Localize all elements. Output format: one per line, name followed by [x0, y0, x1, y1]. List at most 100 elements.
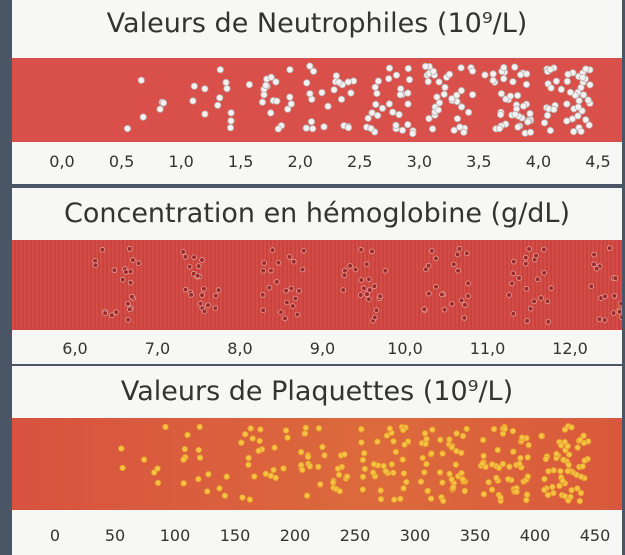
strip-dot	[465, 280, 472, 287]
strip-dot	[579, 91, 588, 99]
strip-dot	[428, 125, 437, 133]
strip-dot	[182, 253, 189, 260]
scale-label: 300	[399, 526, 431, 545]
strip-dot	[374, 438, 381, 445]
scale-strip	[12, 418, 622, 510]
strip-dot	[461, 487, 468, 495]
scale-label: 8,0	[227, 339, 253, 358]
strip-dot	[582, 65, 590, 73]
strip-dot	[299, 266, 306, 273]
strip-dot	[541, 246, 547, 253]
strip-dot	[294, 311, 301, 318]
strip-dot	[450, 484, 457, 491]
strip-dot	[358, 246, 364, 253]
strip-dot	[287, 100, 295, 108]
strip-dot	[330, 86, 338, 94]
strip-dot	[205, 471, 212, 478]
strip-dot	[547, 84, 555, 92]
strip-dot	[388, 461, 395, 468]
strip-dot	[363, 261, 370, 268]
strip-dot	[317, 481, 324, 488]
strip-dot	[612, 275, 619, 281]
strip-dot	[255, 447, 262, 454]
strip-dot	[361, 285, 367, 291]
strip-dot	[195, 446, 202, 454]
strip-dot	[403, 478, 410, 486]
strip-dot	[468, 67, 477, 75]
strip-dot	[461, 315, 468, 321]
strip-dot	[427, 495, 435, 502]
scale-label: 2,0	[287, 152, 313, 171]
strip-dot	[456, 123, 464, 131]
strip-dot	[545, 468, 552, 475]
strip-dot	[374, 77, 382, 85]
strip-dot	[184, 431, 191, 439]
strip-dot	[102, 310, 108, 316]
strip-dot	[391, 496, 398, 503]
strip-dot	[577, 127, 585, 136]
strip-dot	[261, 260, 267, 266]
strip-dot	[546, 65, 555, 74]
strip-dot	[591, 251, 597, 258]
strip-dot	[454, 251, 461, 258]
strip-dot	[370, 461, 378, 468]
strip-dot	[417, 478, 425, 485]
strip-dot	[195, 263, 202, 269]
strip-dot	[162, 423, 169, 431]
strip-dot	[181, 445, 188, 453]
strip-dot	[377, 487, 384, 494]
strip-dot	[524, 473, 532, 480]
strip-dot	[453, 447, 460, 455]
strip-dot	[550, 105, 558, 114]
strip-dot	[396, 91, 404, 99]
strip-dot	[506, 292, 512, 298]
strip-dot	[113, 309, 119, 315]
strip-dot	[429, 426, 436, 433]
strip-dot	[329, 479, 337, 486]
strip-dot	[468, 91, 477, 99]
strip-dot	[340, 287, 347, 293]
strip-dot	[367, 124, 375, 133]
strip-dot	[435, 78, 443, 86]
strip-dot	[533, 252, 539, 259]
strip-dot	[456, 245, 463, 252]
strip-dot	[463, 425, 470, 433]
strip-dot	[196, 454, 204, 461]
strip-dot	[591, 261, 597, 268]
strip-dot	[154, 479, 162, 487]
strip-dot	[579, 463, 586, 470]
strip-dot	[127, 268, 134, 275]
strip-dot	[341, 272, 348, 279]
strip-dot	[524, 454, 531, 461]
scale-label: 1,5	[227, 152, 254, 171]
strip-dot	[154, 465, 161, 472]
strip-dot	[359, 486, 366, 493]
strip-dot	[308, 95, 316, 103]
strip-dot	[421, 469, 428, 476]
strip-dot	[421, 430, 429, 437]
strip-dot	[286, 254, 293, 260]
strip-dot	[389, 108, 397, 116]
strip-dot	[364, 114, 372, 122]
strip-dot	[566, 88, 575, 96]
strip-dot	[201, 285, 207, 292]
strip-dot	[361, 465, 369, 473]
strip-dot	[584, 96, 592, 104]
strip-dot	[212, 305, 219, 311]
strip-dot	[606, 245, 613, 251]
strip-dot	[585, 121, 593, 129]
strip-dot	[139, 113, 147, 121]
strip-dot	[509, 427, 517, 435]
strip-dot	[561, 426, 569, 433]
strip-dot	[490, 425, 498, 433]
strip-dot	[446, 436, 453, 443]
scale-strip	[12, 58, 622, 142]
strip-dot	[223, 84, 231, 93]
strip-dot	[479, 460, 486, 467]
strip-dot	[392, 448, 400, 456]
strip-dot	[526, 109, 534, 118]
strip-dot	[126, 246, 133, 252]
strip-dot	[421, 306, 428, 312]
strip-dot	[556, 482, 563, 490]
strip-dot	[214, 101, 222, 109]
